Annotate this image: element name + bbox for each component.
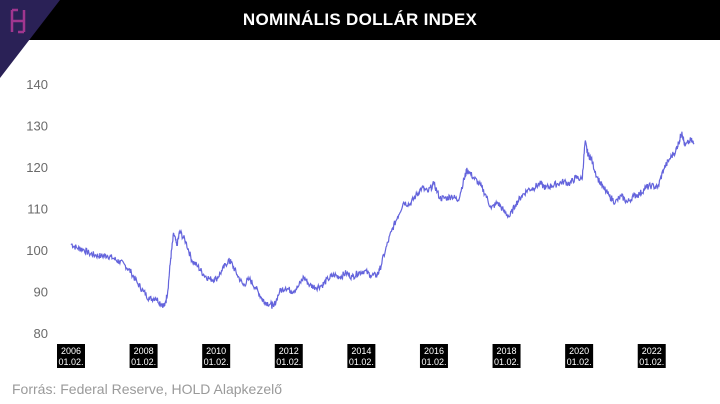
svg-text:2014: 2014 bbox=[351, 346, 371, 356]
y-tick-label: 80 bbox=[34, 326, 48, 341]
y-tick-label: 130 bbox=[26, 119, 48, 134]
y-axis: 80 90 100 110 120 130 140 bbox=[26, 77, 48, 341]
svg-text:2010: 2010 bbox=[206, 346, 226, 356]
svg-text:2018: 2018 bbox=[497, 346, 517, 356]
y-tick-label: 140 bbox=[26, 77, 48, 92]
y-tick-label: 120 bbox=[26, 160, 48, 175]
svg-text:01.02.: 01.02. bbox=[494, 357, 519, 367]
y-tick-label: 100 bbox=[26, 243, 48, 258]
y-tick-label: 90 bbox=[34, 285, 48, 300]
svg-text:2020: 2020 bbox=[569, 346, 589, 356]
series-line bbox=[70, 131, 695, 309]
svg-text:2016: 2016 bbox=[424, 346, 444, 356]
svg-text:2006: 2006 bbox=[61, 346, 81, 356]
x-axis: 200601.02.200801.02.201001.02.201201.02.… bbox=[57, 344, 666, 368]
svg-text:01.02.: 01.02. bbox=[131, 357, 156, 367]
svg-text:01.02.: 01.02. bbox=[567, 357, 592, 367]
chart-title: NOMINÁLIS DOLLÁR INDEX bbox=[242, 10, 478, 29]
hold-h-logo-icon bbox=[0, 0, 60, 78]
svg-text:01.02.: 01.02. bbox=[58, 357, 83, 367]
svg-text:01.02.: 01.02. bbox=[639, 357, 664, 367]
source-note: Forrás: Federal Reserve, HOLD Alapkezelő bbox=[12, 381, 282, 397]
svg-text:2012: 2012 bbox=[279, 346, 299, 356]
y-tick-label: 110 bbox=[27, 202, 48, 217]
svg-text:01.02.: 01.02. bbox=[276, 357, 301, 367]
svg-text:01.02.: 01.02. bbox=[204, 357, 229, 367]
svg-text:01.02.: 01.02. bbox=[421, 357, 446, 367]
header-bar bbox=[0, 0, 720, 40]
svg-text:01.02.: 01.02. bbox=[349, 357, 374, 367]
svg-text:2022: 2022 bbox=[642, 346, 662, 356]
svg-text:2008: 2008 bbox=[134, 346, 154, 356]
